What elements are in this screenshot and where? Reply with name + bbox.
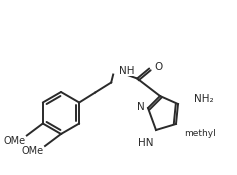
Text: OMe: OMe (4, 135, 26, 145)
Text: OMe: OMe (22, 146, 44, 156)
Text: N: N (137, 102, 145, 112)
Text: NH: NH (119, 65, 135, 75)
Text: methyl: methyl (184, 128, 216, 138)
Text: HN: HN (138, 138, 154, 148)
Text: NH₂: NH₂ (194, 94, 214, 104)
Text: O: O (154, 62, 162, 72)
